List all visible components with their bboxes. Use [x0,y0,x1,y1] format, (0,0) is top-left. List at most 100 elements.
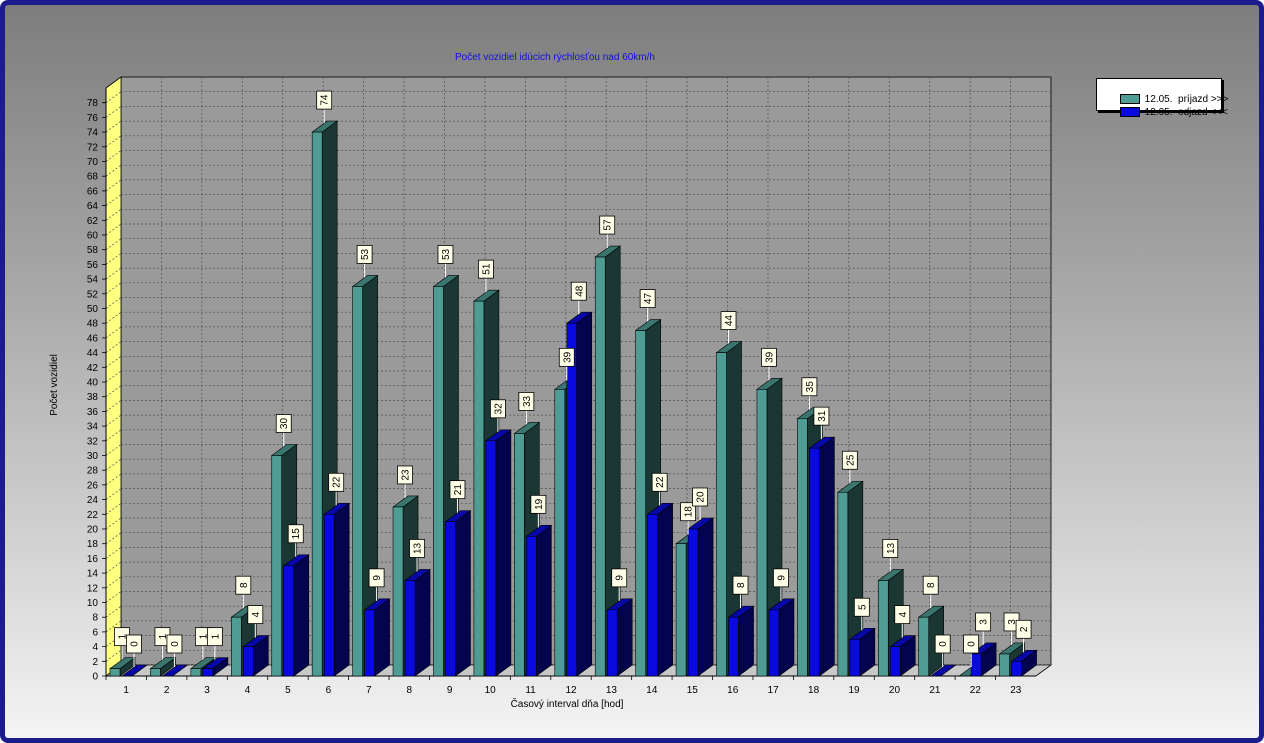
data-label-prijazd-10-text: 51 [481,263,492,275]
data-label-odjazd-8-box [409,539,425,558]
data-label-odjazd-1-box [126,634,142,654]
data-label-odjazd-21-text: 0 [938,641,949,647]
x-tick-label: 5 [285,685,291,696]
bar-odjazd-8-side [414,568,431,677]
bar-odjazd-10-front [485,440,497,677]
y-tick-label: 16 [87,554,99,565]
data-label-odjazd-4-box [247,605,264,624]
bar-prijazd-12-front [554,389,566,677]
data-label-odjazd-6-text: 22 [332,476,343,488]
grid-line-diag [105,605,122,618]
bar-odjazd-23 [1010,649,1038,677]
data-label-odjazd-15: 20 [692,487,708,520]
bar-odjazd-11 [525,524,553,677]
data-label-odjazd-9-box [449,480,466,500]
grid-line-diag [105,311,122,324]
data-label-odjazd-4-text: 4 [251,611,262,617]
grid-line-diag [105,620,122,633]
bar-prijazd-5-front [271,455,283,677]
legend-swatch-odjazd [1119,107,1140,118]
data-label-prijazd-15: 18 [680,502,696,535]
data-label-prijazd-5-box [275,414,292,433]
bar-odjazd-11-front [526,536,537,677]
data-label-prijazd-6-box [316,90,333,110]
bar-odjazd-19-front [849,638,861,677]
y-tick-label: 62 [87,216,99,227]
data-label-odjazd-16: 8 [732,575,749,609]
data-label-odjazd-20-text: 4 [898,611,909,617]
bar-odjazd-17-side [778,598,795,677]
bar-prijazd-15-front [675,543,687,677]
grid-line-diag [105,135,122,148]
data-label-prijazd-8-box [397,465,413,485]
bar-prijazd-19-front [837,491,849,677]
data-label-odjazd-5: 15 [287,524,304,557]
data-label-odjazd-13-text: 9 [615,575,626,581]
data-label-prijazd-15-box [680,502,696,522]
data-label-prijazd-7-text: 53 [360,248,371,260]
bar-odjazd-5-front [283,565,295,677]
data-label-prijazd-9: 53 [437,245,454,278]
x-tick-label: 17 [768,685,780,696]
bar-prijazd-7-front [352,286,363,677]
data-label-odjazd-11-box [530,494,547,514]
y-tick-label: 14 [87,569,99,580]
y-tick-label: 78 [87,98,99,109]
data-label-odjazd-14-box [651,472,668,492]
data-label-prijazd-20: 13 [882,539,899,572]
data-label-prijazd-17: 39 [761,347,777,381]
data-label-odjazd-15-box [692,487,708,507]
bar-odjazd-15-side [697,517,714,677]
x-tick-label: 19 [848,685,860,696]
data-label-odjazd-6: 22 [328,472,345,506]
y-tick-label: 54 [87,275,99,286]
y-tick-label: 72 [87,142,99,153]
data-label-odjazd-12-text: 48 [574,285,585,297]
grid-line-diag [105,356,122,368]
data-label-prijazd-14-text: 47 [643,293,654,305]
data-label-prijazd-14-box [639,289,656,308]
data-label-prijazd-20-box [882,539,899,558]
x-tick-label: 21 [929,685,941,696]
bar-prijazd-8-front [392,506,404,677]
y-tick-label: 24 [87,495,99,506]
bar-odjazd-8-front [404,580,416,677]
data-label-prijazd-12-text: 39 [562,351,573,363]
bar-odjazd-15-front [687,528,699,677]
x-tick-label: 12 [565,685,577,696]
grid-line-diag [105,517,122,530]
data-label-prijazd-11-text: 33 [522,395,533,407]
data-label-prijazd-16: 44 [720,311,737,344]
grid-line-diag [105,635,122,647]
y-tick-label: 70 [87,157,99,168]
bar-odjazd-20-front [889,646,901,677]
grid-line-diag [105,223,122,236]
data-label-odjazd-3: 1 [206,627,223,660]
grid-line-diag [105,253,122,265]
bar-odjazd-3-front [202,668,214,677]
data-label-odjazd-14-text: 22 [655,476,666,488]
data-label-prijazd-22-box [963,634,980,654]
data-label-prijazd-7-box [356,245,373,264]
data-label-odjazd-2-text: 0 [170,641,181,647]
grid-line-diag [105,414,122,427]
bar-prijazd-4-front [231,616,242,677]
data-label-prijazd-21-text: 8 [926,582,937,588]
y-tick-label: 20 [87,525,99,536]
grid-line-diag [105,400,122,412]
bar-odjazd-8 [404,568,431,677]
y-tick-label: 2 [92,657,98,668]
grid-line-diag [105,164,122,177]
x-tick-label: 10 [485,685,497,696]
data-label-odjazd-3-box [206,627,223,647]
y-tick-label: 10 [87,598,99,609]
data-label-odjazd-5-text: 15 [291,528,302,540]
bar-prijazd-16-front [716,352,727,677]
y-tick-label: 58 [87,245,99,256]
grid-line-diag [105,150,122,162]
data-label-prijazd-16-text: 44 [724,315,735,327]
bar-prijazd-1 [109,657,136,677]
bar-odjazd-9-side [455,510,471,677]
data-label-odjazd-18: 31 [813,406,830,440]
bar-odjazd-7 [363,598,391,677]
